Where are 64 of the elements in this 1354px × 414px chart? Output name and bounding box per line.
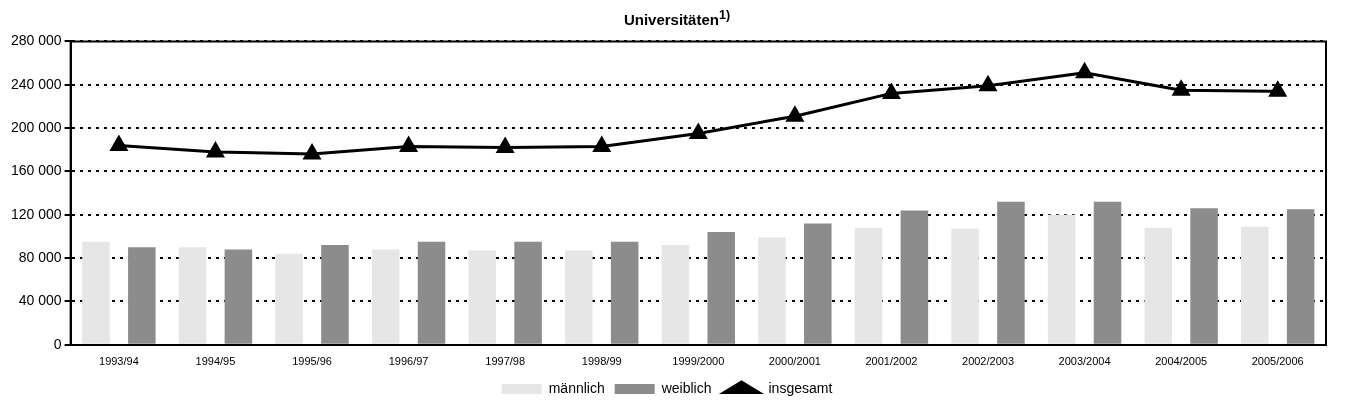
bar (417, 241, 446, 344)
point (110, 135, 128, 151)
x-tick-label: 1995/96 (292, 355, 332, 368)
x-tick-label: 1993/94 (99, 355, 139, 368)
x-tick-label: 2005/2006 (1251, 355, 1304, 368)
y-tick-label: 0 (53, 335, 62, 352)
point (593, 137, 611, 153)
legend-label: weiblich (660, 379, 712, 396)
bar (82, 241, 110, 344)
x-tick-label: 1998/99 (581, 355, 622, 368)
chart-title: Universitäten$^{1)}$ (622, 8, 732, 30)
x-tick-label: 2003/2004 (1058, 355, 1111, 368)
point (303, 144, 321, 160)
bar (758, 237, 786, 344)
y-tick-label: 120 000 (11, 205, 62, 222)
bar (1241, 226, 1269, 344)
y-tick-label: 80 000 (18, 248, 62, 265)
bar (128, 247, 156, 344)
x-tick-label: 1997/98 (485, 355, 526, 368)
y-tick-label: 280 000 (11, 32, 62, 49)
bar (951, 228, 979, 344)
legend-label: insgesamt (768, 379, 833, 396)
bar (1093, 201, 1122, 344)
bar (178, 247, 207, 344)
x-tick-label: 2001/2002 (865, 355, 918, 368)
bar (565, 250, 593, 344)
point (1076, 63, 1094, 79)
legend-label: männlich (548, 379, 605, 396)
x-tick-label: 2004/2005 (1155, 355, 1208, 368)
bar (321, 245, 349, 344)
bar (854, 227, 883, 344)
bar (1144, 227, 1172, 344)
bar (514, 241, 542, 344)
bar (224, 249, 253, 344)
x-tick-label: 1994/95 (195, 355, 236, 368)
bar (275, 253, 303, 344)
bar (997, 201, 1025, 344)
y-tick-label: 240 000 (11, 75, 62, 92)
x-tick-label: 2002/2003 (962, 355, 1015, 368)
bar (1047, 214, 1076, 344)
bar (1190, 208, 1218, 344)
bar (804, 223, 832, 344)
bar (610, 241, 639, 344)
bar (371, 249, 400, 344)
point (786, 106, 804, 122)
bar (707, 232, 735, 344)
point (207, 142, 224, 158)
y-tick-label: 200 000 (11, 118, 62, 135)
bar (661, 245, 690, 344)
x-tick-label: 2000/2001 (768, 355, 821, 368)
point (496, 138, 514, 154)
point (1269, 81, 1287, 97)
point (1172, 80, 1190, 96)
point (400, 137, 418, 153)
point (689, 124, 707, 139)
x-tick-label: 1996/97 (388, 355, 429, 368)
bar (900, 210, 929, 344)
bar (1286, 209, 1315, 344)
bar (468, 250, 496, 344)
y-tick-label: 160 000 (11, 162, 62, 179)
point (979, 76, 997, 92)
point (883, 83, 900, 99)
y-tick-label: 40 000 (18, 292, 62, 309)
x-tick-label: 1999/2000 (672, 355, 725, 368)
